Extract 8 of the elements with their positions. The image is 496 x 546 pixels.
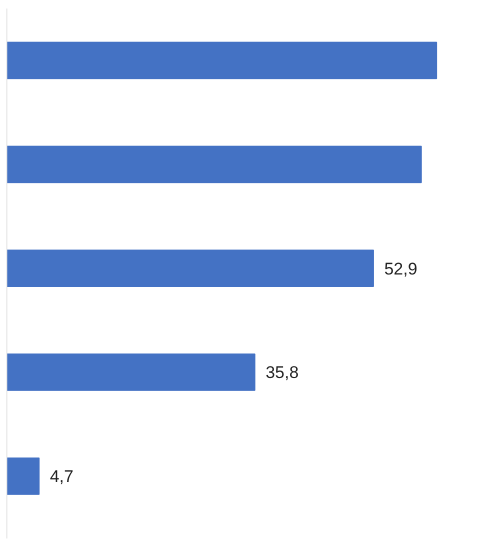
bar [6, 354, 256, 391]
data-label: 35,8 [266, 363, 299, 382]
data-label: 52,9 [384, 259, 418, 278]
bar [6, 42, 438, 80]
data-label: 4,7 [50, 467, 74, 486]
bar [6, 250, 374, 287]
bar [6, 146, 422, 184]
bar [6, 457, 40, 495]
